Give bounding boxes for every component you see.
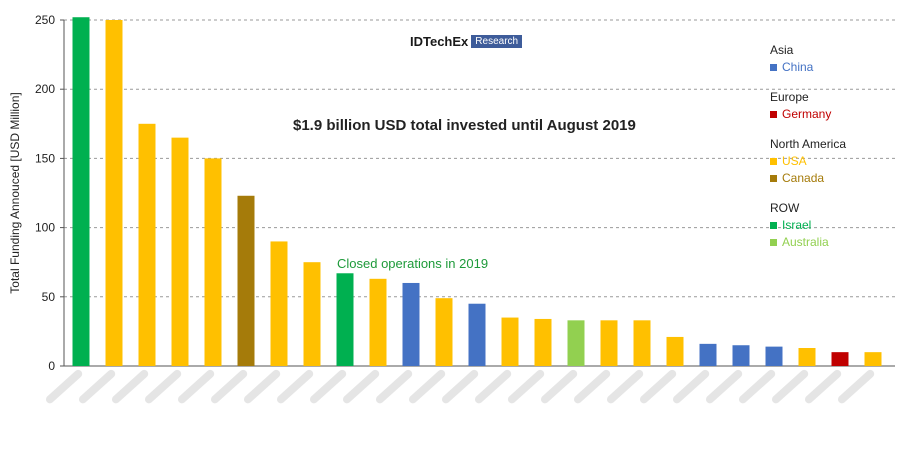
logo-research-badge: Research [471, 34, 523, 48]
bar [171, 137, 189, 366]
legend-item: Israel [770, 217, 895, 234]
bar [831, 352, 849, 366]
bar [237, 195, 255, 366]
bar [270, 241, 288, 366]
bar [402, 282, 420, 366]
x-tick-label-obscured [639, 369, 677, 404]
x-tick-label-obscured [177, 369, 215, 404]
y-tick-label: 100 [35, 221, 55, 235]
legend-item: Germany [770, 106, 895, 123]
bar [369, 278, 387, 366]
legend-swatch [770, 64, 777, 71]
x-tick-label-obscured [210, 369, 248, 404]
x-tick-label-obscured [45, 369, 83, 404]
legend-item: Australia [770, 234, 895, 251]
bar [765, 346, 783, 366]
x-tick-label-obscured [309, 369, 347, 404]
x-tick-label-obscured [837, 369, 875, 404]
legend-item: Canada [770, 170, 895, 187]
x-tick-label-obscured [276, 369, 314, 404]
legend-group: Europe Germany [770, 89, 895, 123]
x-tick-label-obscured [243, 369, 281, 404]
x-tick-label-obscured [144, 369, 182, 404]
legend-group: Asia China [770, 42, 895, 76]
bar [600, 320, 618, 366]
y-tick-label: 250 [35, 13, 55, 27]
x-tick-label-obscured [804, 369, 842, 404]
legend-swatch [770, 239, 777, 246]
logo-wordmark: IDTechEx [410, 33, 469, 49]
x-tick-label-obscured [771, 369, 809, 404]
y-tick-label: 150 [35, 151, 55, 165]
y-tick-label: 0 [48, 359, 55, 373]
y-tick-label: 50 [42, 290, 56, 304]
x-tick-label-obscured [78, 369, 116, 404]
bar [336, 273, 354, 366]
legend-item-label: China [782, 60, 814, 74]
x-tick-label-obscured [705, 369, 743, 404]
bar [468, 303, 486, 366]
legend-item-label: Germany [782, 107, 832, 121]
legend-item-label: Canada [782, 171, 825, 185]
legend-group-title: ROW [770, 201, 800, 215]
legend-item: China [770, 59, 895, 76]
legend-item-label: Israel [782, 218, 812, 232]
x-tick-label-obscured [573, 369, 611, 404]
idtechex-logo: IDTechEx Research [410, 33, 523, 49]
bar [435, 298, 453, 366]
chart-legend: Asia China Europe Germany North America USA Ca… [770, 42, 895, 264]
legend-swatch [770, 111, 777, 118]
y-axis-title: Total Funding Annouced [USD Million] [8, 92, 22, 293]
legend-group-title: Asia [770, 43, 794, 57]
x-tick-label-obscured [738, 369, 776, 404]
x-tick-label-obscured [408, 369, 446, 404]
x-tick-label-obscured [507, 369, 545, 404]
x-tick-label-obscured [342, 369, 380, 404]
bar [105, 20, 123, 366]
legend-swatch [770, 175, 777, 182]
x-tick-label-obscured [441, 369, 479, 404]
y-tick-label: 200 [35, 82, 55, 96]
bar [72, 17, 90, 367]
bar [798, 348, 816, 366]
legend-swatch [770, 158, 777, 165]
legend-group-title: North America [770, 137, 847, 151]
closed-operations-annotation: Closed operations in 2019 [337, 256, 489, 271]
bar [699, 343, 717, 366]
legend-swatch [770, 222, 777, 229]
x-tick-label-obscured [375, 369, 413, 404]
bar [204, 158, 222, 366]
bar [567, 320, 585, 366]
x-tick-label-obscured [111, 369, 149, 404]
legend-item-label: USA [782, 154, 807, 168]
bar [633, 320, 651, 366]
legend-group: ROW Israel Australia [770, 200, 895, 251]
bar [732, 345, 750, 366]
x-tick-label-obscured [474, 369, 512, 404]
x-tick-label-obscured [540, 369, 578, 404]
bar [303, 262, 321, 366]
x-tick-label-obscured [672, 369, 710, 404]
bar [501, 317, 519, 366]
legend-group: North America USA Canada [770, 136, 895, 187]
legend-group-title: Europe [770, 90, 809, 104]
x-tick-label-obscured [606, 369, 644, 404]
bar [666, 336, 684, 366]
legend-item: USA [770, 153, 895, 170]
bar [864, 352, 882, 366]
chart-headline: $1.9 billion USD total invested until Au… [293, 117, 636, 134]
bar [138, 123, 156, 366]
bar [534, 318, 552, 366]
legend-item-label: Australia [782, 235, 829, 249]
